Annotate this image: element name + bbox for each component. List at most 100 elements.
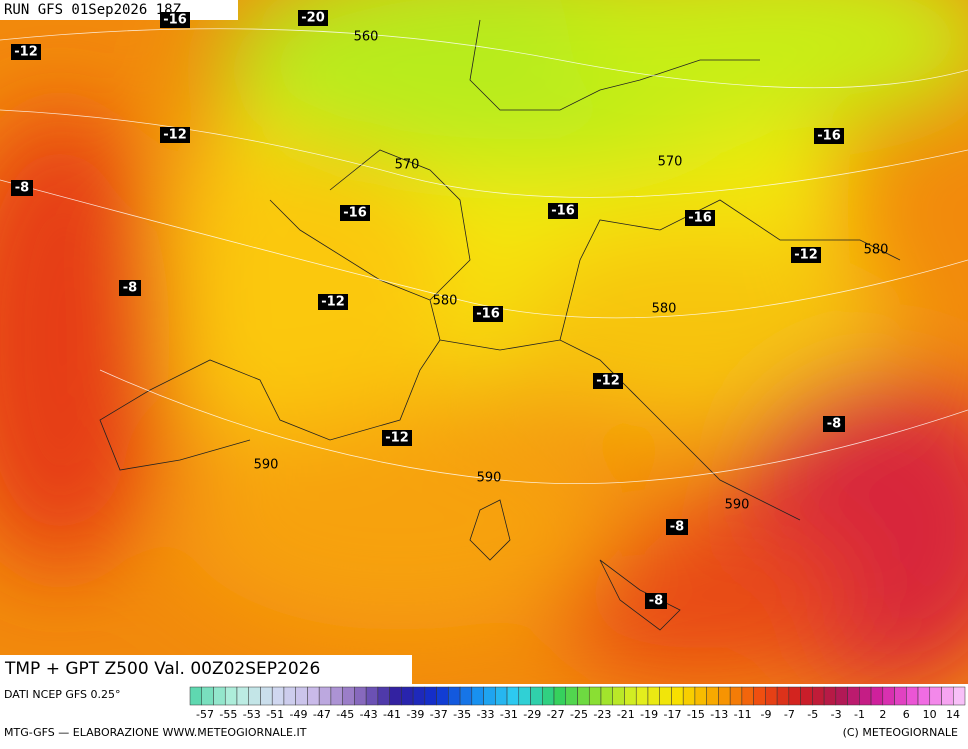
color-swatch — [859, 686, 872, 706]
color-swatch — [412, 686, 426, 706]
temperature-label-box — [160, 127, 190, 143]
color-swatch — [647, 686, 660, 706]
color-swatch — [635, 686, 649, 706]
color-swatch — [624, 686, 637, 706]
color-swatch — [694, 686, 707, 706]
legend-label: -33 — [477, 708, 495, 721]
legend-label: -15 — [687, 708, 705, 721]
legend-label: -41 — [383, 708, 401, 721]
temperature-label: -12 — [163, 128, 187, 143]
color-swatch — [929, 686, 942, 706]
legend-label: 6 — [903, 708, 910, 721]
temperature-label-box — [11, 180, 33, 196]
legend-label: -13 — [710, 708, 728, 721]
color-swatch — [495, 686, 508, 706]
color-swatch — [741, 686, 754, 706]
color-swatch — [835, 686, 848, 706]
temperature-label-box — [382, 430, 412, 446]
color-swatch — [612, 686, 625, 706]
legend-label: -31 — [500, 708, 518, 721]
legend-label: -51 — [266, 708, 284, 721]
color-swatch — [471, 686, 484, 706]
legend-label: -35 — [453, 708, 471, 721]
legend-label: -23 — [593, 708, 611, 721]
legend-label: -43 — [360, 708, 378, 721]
color-swatch — [342, 686, 355, 706]
temperature-label-box — [119, 280, 141, 296]
legend-label: -29 — [523, 708, 541, 721]
temperature-label: -8 — [123, 281, 137, 296]
temperature-label-box — [791, 247, 821, 263]
color-swatch — [201, 686, 214, 706]
temperature-label: -16 — [551, 204, 575, 219]
legend-label: -49 — [290, 708, 308, 721]
temperature-label: -16 — [476, 307, 500, 322]
color-swatch — [307, 686, 320, 706]
legend-label: -5 — [807, 708, 818, 721]
color-swatch — [553, 686, 567, 706]
color-swatch — [577, 686, 590, 706]
temperature-label-box — [814, 128, 844, 144]
legend-label: -9 — [761, 708, 772, 721]
legend-label: -37 — [430, 708, 448, 721]
legend-label: -3 — [831, 708, 842, 721]
legend-label: -53 — [243, 708, 261, 721]
color-swatch — [765, 686, 778, 706]
legend-label: -47 — [313, 708, 331, 721]
temperature-label-box — [645, 593, 667, 609]
height-label: 580 — [652, 302, 677, 317]
height-label: 570 — [395, 158, 420, 173]
color-swatch — [894, 686, 907, 706]
map — [0, 0, 968, 684]
temperature-label-box — [823, 416, 845, 432]
color-swatch — [401, 686, 414, 706]
height-label: 580 — [864, 243, 889, 258]
temperature-label: -20 — [301, 11, 325, 26]
height-label: 560 — [354, 30, 379, 45]
color-swatch — [248, 686, 261, 706]
height-label: 590 — [254, 458, 279, 473]
title-box — [0, 655, 412, 684]
footer-right: (C) METEOGIORNALE — [843, 726, 958, 739]
color-swatch — [588, 686, 602, 706]
color-swatch — [671, 686, 684, 706]
temperature-label: -8 — [15, 181, 29, 196]
color-swatch — [224, 686, 238, 706]
legend-label: -45 — [336, 708, 354, 721]
temperature-label-box — [593, 373, 623, 389]
footer-left: MTG-GFS — ELABORAZIONE WWW.METEOGIORNALE… — [4, 726, 307, 739]
temperature-label: -12 — [385, 431, 409, 446]
run-label: RUN GFS 01Sep2026 18Z — [4, 2, 181, 18]
product-title: TMP + GPT Z500 Val. 00Z02SEP2026 — [4, 659, 320, 679]
height-label: 590 — [725, 498, 750, 513]
color-swatch — [318, 686, 332, 706]
temperature-label-box — [298, 10, 328, 26]
temperature-label-box — [473, 306, 503, 322]
color-swatch — [882, 686, 895, 706]
color-swatch — [729, 686, 743, 706]
legend-label: -19 — [640, 708, 658, 721]
color-swatch — [682, 686, 696, 706]
color-swatch — [365, 686, 379, 706]
temperature-label: -16 — [163, 13, 187, 28]
height-label: 570 — [658, 155, 683, 170]
color-swatch — [542, 686, 555, 706]
color-swatch — [506, 686, 520, 706]
color-swatch — [518, 686, 531, 706]
temperature-label-box — [548, 203, 578, 219]
legend-label: -57 — [196, 708, 214, 721]
legend-label: -17 — [664, 708, 682, 721]
temperature-label: -16 — [817, 129, 841, 144]
color-swatch — [565, 686, 578, 706]
color-swatch — [260, 686, 273, 706]
legend-label: 10 — [923, 708, 937, 721]
color-swatch — [295, 686, 308, 706]
color-swatch — [953, 686, 966, 706]
color-swatch — [941, 686, 954, 706]
color-swatch — [870, 686, 884, 706]
temperature-label-box — [318, 294, 348, 310]
temperature-label-box — [160, 12, 190, 28]
temperature-label: -16 — [688, 211, 712, 226]
legend-label: -55 — [219, 708, 237, 721]
